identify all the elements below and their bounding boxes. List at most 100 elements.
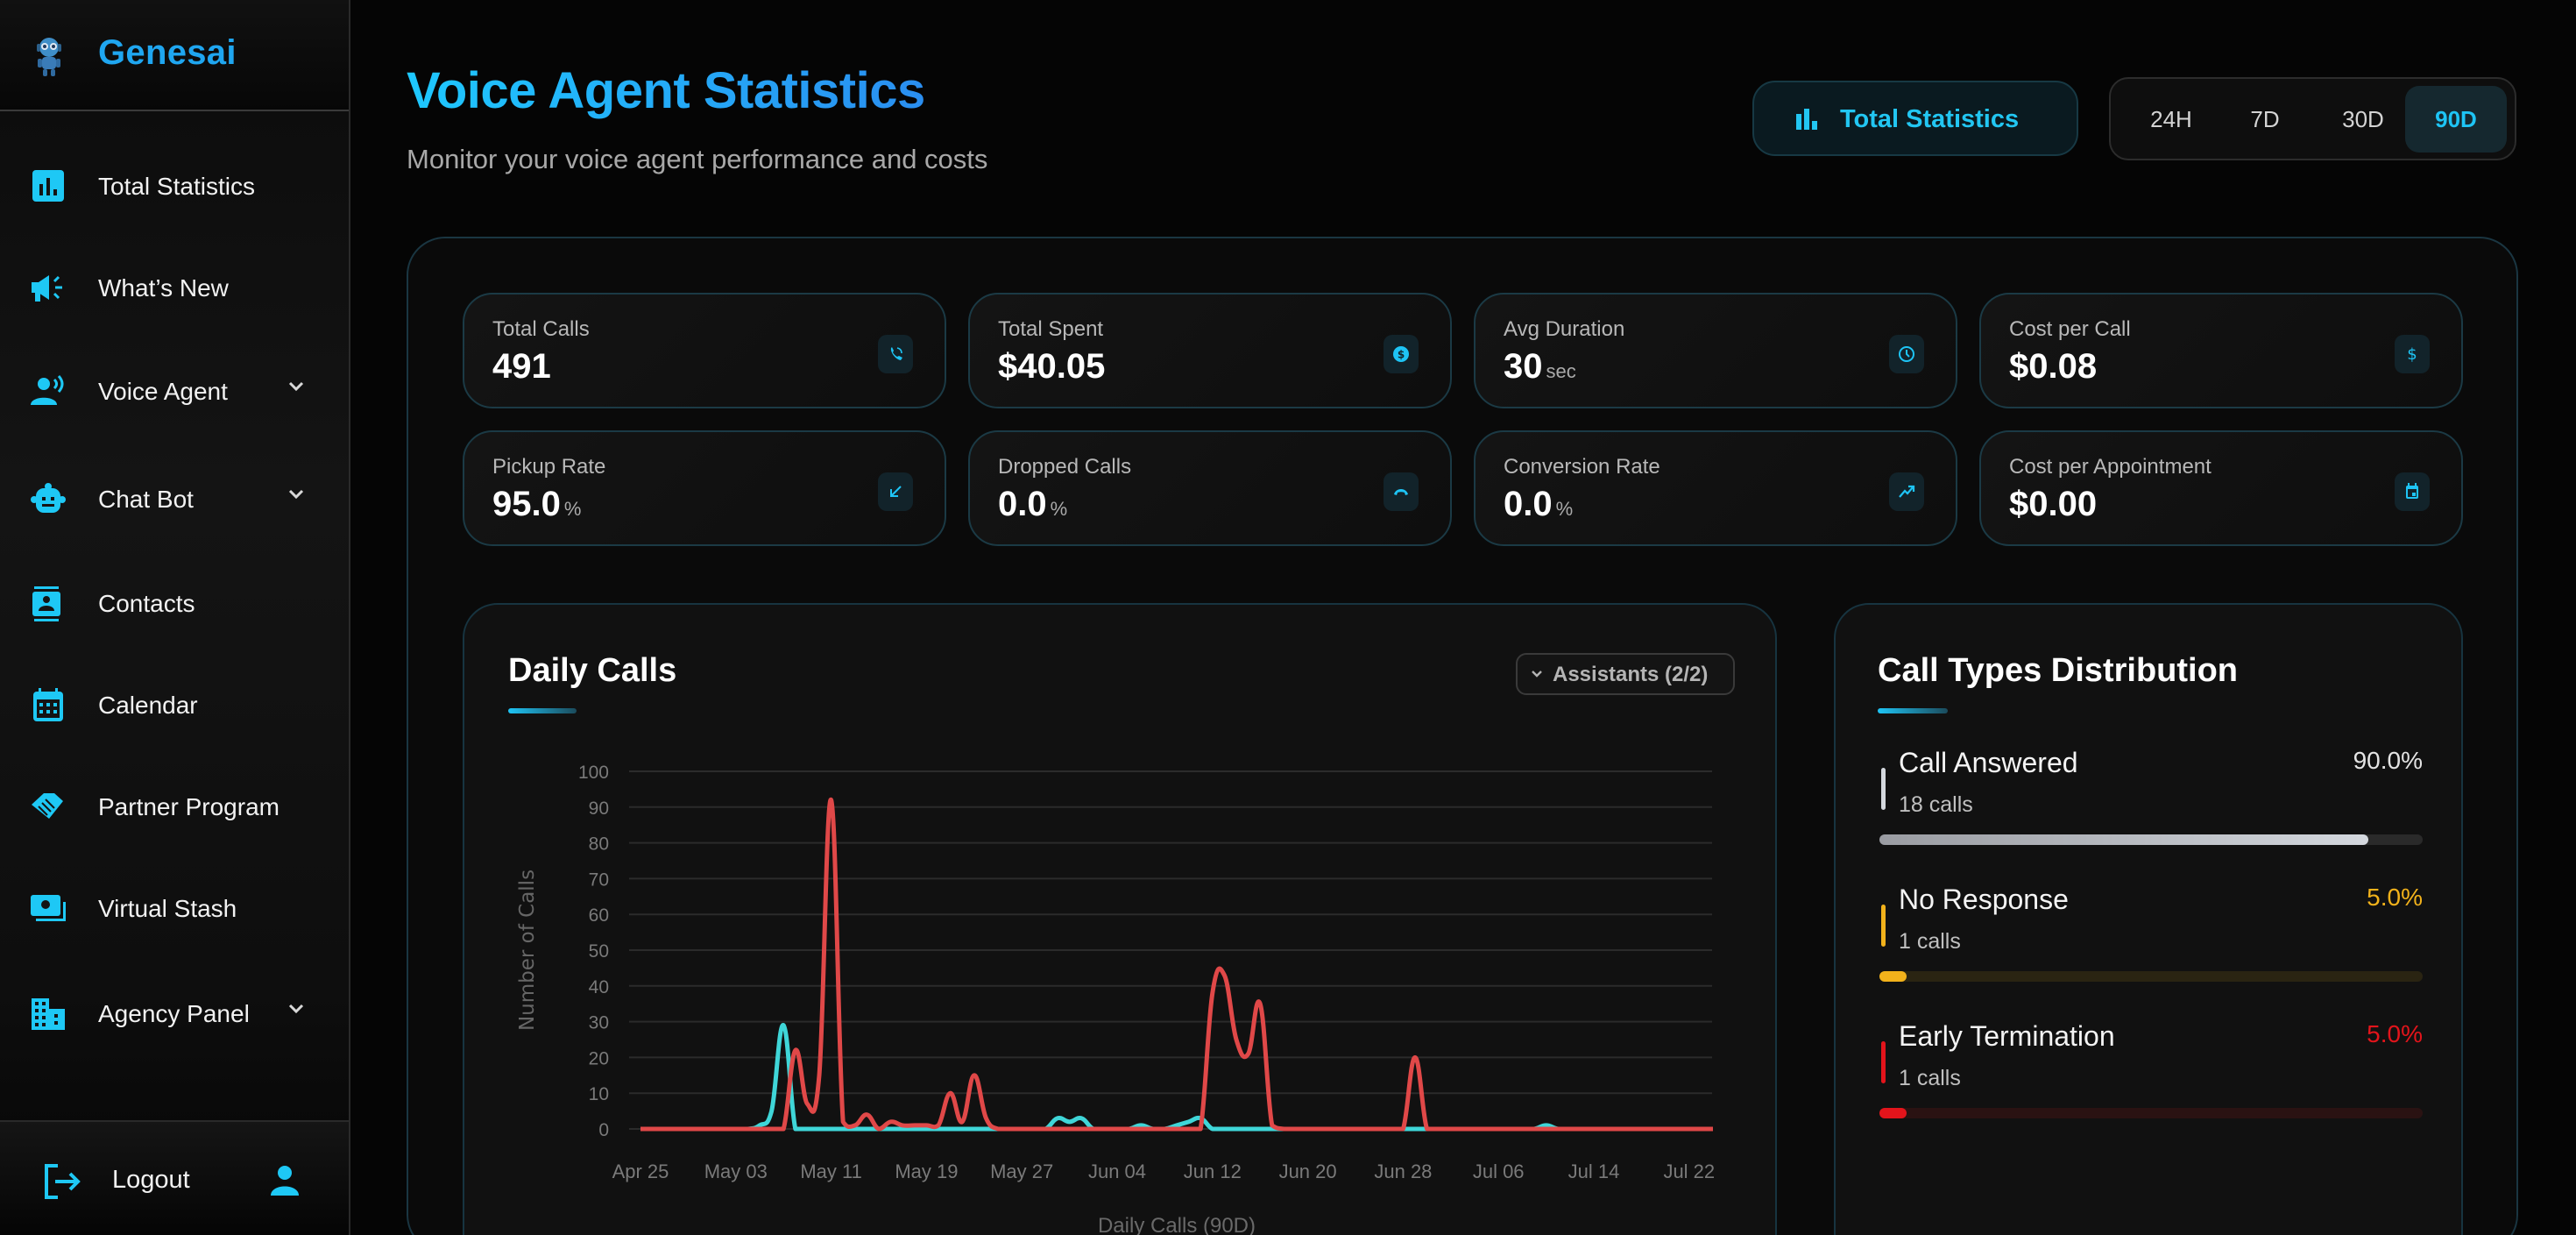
title-underline [508, 708, 577, 713]
call-types-distribution-panel: Call Types Distribution Call Answered 90.… [1834, 603, 2463, 1235]
sidebar-item-chat-bot[interactable]: Chat Bot [0, 465, 349, 535]
stat-value: 0.0% [998, 485, 1068, 523]
x-axis-label: Daily Calls (90D) [1098, 1214, 1256, 1235]
period-24h[interactable]: 24H [2150, 106, 2192, 132]
distribution-item-early-termination: Early Termination 5.0% 1 calls [1879, 1020, 2423, 1134]
sidebar-item-whats-new[interactable]: What’s New [0, 253, 349, 323]
robot-icon [31, 483, 66, 513]
incoming-arrow-icon [878, 472, 913, 511]
stat-card-dropped-calls: Dropped Calls 0.0% [968, 430, 1452, 546]
stat-value: 30 sec [1504, 347, 1576, 386]
money-icon [31, 895, 66, 921]
distribution-percent: 5.0% [2367, 1020, 2423, 1047]
dollar-icon: $ [2395, 335, 2430, 373]
chevron-down-icon[interactable] [286, 484, 307, 505]
assistants-filter-button[interactable]: Assistants (2/2) [1516, 653, 1735, 695]
phone-icon [878, 335, 913, 373]
sidebar-item-virtual-stash[interactable]: Virtual Stash [0, 874, 349, 944]
handshake-icon [32, 793, 63, 819]
logout-button[interactable]: Logout [112, 1166, 190, 1194]
daily-calls-chart: 0 10 20 30 40 50 60 70 80 90 100 Apr 25 May 03 May 11… [516, 763, 1715, 1235]
stat-unit: % [1050, 498, 1068, 520]
chevron-down-icon[interactable] [286, 376, 307, 397]
stat-label: Total Calls [492, 317, 590, 341]
x-tick-label: Jun 12 [1184, 1160, 1242, 1182]
stat-unit: sec [1546, 360, 1576, 382]
sidebar-item-voice-agent[interactable]: Voice Agent [0, 357, 349, 427]
x-tick-label: Jul 22 [1663, 1160, 1715, 1182]
brand-name: Genesai [98, 33, 237, 72]
progress-track [1879, 834, 2423, 845]
distribution-percent: 5.0% [2367, 884, 2423, 911]
robot-logo-icon [37, 38, 61, 76]
period-30d[interactable]: 30D [2342, 106, 2384, 132]
x-tick-label: May 11 [800, 1160, 862, 1182]
period-7d[interactable]: 7D [2250, 106, 2280, 132]
total-statistics-label: Total Statistics [1840, 105, 2020, 133]
distribution-count: 1 calls [1899, 1066, 1961, 1090]
megaphone-icon [32, 275, 62, 302]
distribution-item-call-answered: Call Answered 90.0% 18 calls [1879, 747, 2423, 861]
total-statistics-button[interactable]: Total Statistics [1752, 81, 2078, 156]
distribution-count: 18 calls [1899, 792, 1973, 817]
svg-text:$: $ [1398, 349, 1405, 361]
page-title: Voice Agent Statistics [407, 62, 925, 119]
y-tick-label: 100 [578, 763, 609, 783]
stat-unit: % [563, 498, 582, 520]
y-tick-label: 10 [589, 1084, 609, 1104]
distribution-title: Call Types Distribution [1878, 652, 2239, 689]
stat-label: Dropped Calls [998, 455, 1132, 479]
event-icon [2395, 472, 2430, 511]
y-tick-label: 60 [589, 905, 609, 926]
brand-header[interactable]: Genesai [0, 0, 349, 111]
hangup-icon [1384, 472, 1419, 511]
dollar-circle-icon: $ [1384, 335, 1419, 373]
color-marker [1881, 768, 1886, 810]
color-marker [1881, 1041, 1886, 1083]
sidebar-item-contacts[interactable]: Contacts [0, 569, 349, 639]
y-tick-label: 90 [589, 798, 609, 819]
y-tick-label: 20 [589, 1048, 609, 1068]
sidebar-item-label: Voice Agent [98, 378, 228, 405]
distribution-percent: 90.0% [2353, 747, 2423, 774]
sidebar-item-agency-panel[interactable]: Agency Panel [0, 979, 349, 1049]
sidebar-item-label: Total Statistics [98, 173, 255, 200]
x-tick-label: May 03 [704, 1160, 768, 1182]
y-tick-label: 50 [589, 941, 609, 962]
stat-value: 491 [492, 347, 551, 386]
stat-card-total-spent: Total Spent $40.05 $ [968, 293, 1452, 408]
user-profile-icon[interactable] [268, 1164, 301, 1197]
period-90d[interactable]: 90D [2405, 86, 2507, 153]
stat-card-total-calls: Total Calls 491 [463, 293, 946, 408]
sidebar-item-partner-program[interactable]: Partner Program [0, 772, 349, 842]
calendar-icon [33, 688, 63, 721]
distribution-count: 1 calls [1899, 929, 1961, 954]
sidebar-item-label: Virtual Stash [98, 895, 237, 922]
distribution-name: Early Termination [1899, 1020, 2115, 1052]
title-underline [1878, 708, 1948, 713]
stat-value: 0.0% [1504, 485, 1574, 523]
x-tick-label: Jun 04 [1088, 1160, 1146, 1182]
stat-card-conversion-rate: Conversion Rate 0.0% [1474, 430, 1957, 546]
stat-card-pickup-rate: Pickup Rate 95.0% [463, 430, 946, 546]
bar-chart-icon [1796, 109, 1817, 130]
stat-card-cost-per-call: Cost per Call $0.08 $ [1979, 293, 2463, 408]
period-selector: 24H 7D 30D 90D [2109, 77, 2516, 160]
chevron-down-icon[interactable] [286, 998, 307, 1019]
bar-chart-icon [32, 170, 64, 202]
y-tick-label: 0 [598, 1120, 609, 1140]
stat-card-cost-per-appointment: Cost per Appointment $0.00 [1979, 430, 2463, 546]
stat-label: Total Spent [998, 317, 1104, 341]
y-axis-label: Number of Calls [516, 869, 539, 1031]
daily-calls-title: Daily Calls [508, 652, 677, 689]
x-tick-label: Jun 28 [1374, 1160, 1432, 1182]
contacts-icon [32, 586, 60, 621]
sidebar-item-calendar[interactable]: Calendar [0, 671, 349, 741]
trending-up-icon [1889, 472, 1924, 511]
logout-icon[interactable] [44, 1164, 82, 1199]
x-tick-label: Jul 06 [1473, 1160, 1525, 1182]
sidebar-item-label: Chat Bot [98, 486, 194, 513]
progress-track [1879, 971, 2423, 982]
sidebar-item-total-statistics[interactable]: Total Statistics [0, 152, 349, 222]
sidebar-footer: Logout [0, 1120, 349, 1235]
